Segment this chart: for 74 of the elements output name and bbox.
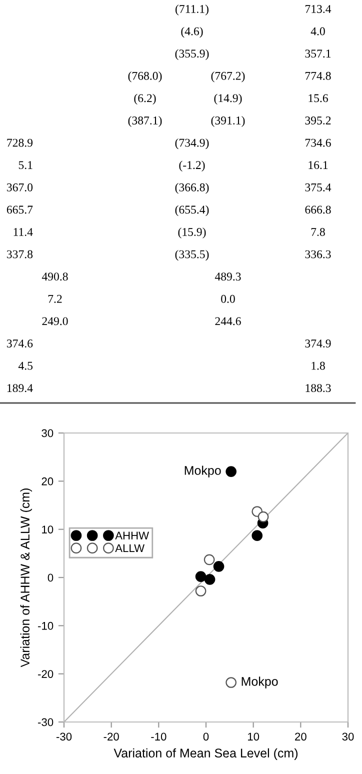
text: 489.3: [214, 272, 241, 281]
text: 5.1: [18, 161, 32, 170]
legend-label: AHHW: [115, 532, 150, 540]
annotation: Mokpo: [184, 466, 221, 478]
point: [226, 466, 236, 477]
x-tick-label: 20: [295, 732, 306, 741]
y-tick-label: 0: [48, 574, 54, 582]
text: 734.6: [305, 138, 331, 147]
text: 15.6: [308, 94, 328, 102]
x-tick-label: 30: [342, 732, 354, 741]
text: 375.4: [305, 183, 332, 192]
text: (711.1): [176, 4, 208, 16]
text: (14.9): [214, 94, 242, 105]
text: (387.1): [128, 116, 162, 127]
text: 4.5: [18, 362, 33, 370]
text: 337.8: [7, 250, 33, 258]
text: (335.5): [175, 250, 209, 261]
x-axis-title: Variation of Mean Sea Level (cm): [114, 748, 298, 760]
y-tick-label: -20: [38, 670, 54, 678]
point: [226, 677, 236, 688]
x-tick-label: 10: [248, 732, 260, 741]
text: 4.0: [310, 27, 325, 36]
text: (355.9): [175, 49, 209, 60]
text: (734.9): [175, 138, 209, 150]
text: (655.4): [175, 205, 209, 216]
point: [204, 554, 215, 566]
text: (6.2): [134, 94, 156, 105]
text: 0.0: [221, 294, 235, 303]
text: 728.9: [7, 138, 33, 147]
text: 244.6: [215, 317, 241, 326]
text: 774.8: [305, 72, 331, 80]
text: 374.6: [7, 340, 33, 348]
y-axis-title: Variation of AHHW & ALLW (cm): [20, 488, 32, 668]
text: 665.7: [6, 206, 33, 214]
text: 666.8: [305, 206, 331, 214]
y-tick-label: -10: [38, 622, 54, 630]
text: 395.2: [305, 116, 331, 125]
y-tick-label: 30: [42, 429, 54, 438]
point: [252, 530, 263, 542]
text: 189.4: [7, 384, 33, 392]
y-tick-label: 10: [42, 526, 54, 534]
text: 336.3: [305, 250, 331, 258]
text: (366.8): [175, 183, 209, 194]
text: 188.3: [306, 384, 331, 392]
y-tick-label: 20: [42, 477, 54, 486]
text: 490.8: [42, 272, 68, 281]
text: (15.9): [178, 228, 206, 238]
point: [195, 571, 206, 582]
text: 1.8: [312, 362, 325, 370]
text: (767.2): [211, 72, 245, 82]
text: 367.0: [7, 183, 33, 192]
text: 357.1: [305, 50, 331, 58]
text: (-1.2): [179, 160, 205, 172]
point: [204, 574, 216, 585]
text: 713.4: [305, 5, 332, 14]
x-tick-label: -30: [56, 732, 72, 741]
point: [258, 511, 269, 522]
point: [195, 586, 206, 596]
y-tick-label: -30: [38, 718, 54, 726]
point: [213, 561, 224, 572]
text: 249.0: [42, 317, 68, 326]
text: 16.1: [308, 161, 328, 170]
text: (4.6): [181, 26, 203, 38]
x-tick-label: -20: [104, 732, 119, 741]
annotation: Mokpo: [242, 676, 278, 688]
x-tick-label: -10: [151, 732, 166, 741]
text: 7.2: [48, 294, 62, 303]
text: (768.0): [128, 72, 162, 82]
text: 7.8: [311, 228, 325, 236]
text: 11.4: [14, 228, 33, 236]
legend-label: ALLW: [115, 544, 145, 552]
text: 374.9: [305, 340, 331, 348]
text: (391.1): [211, 116, 245, 127]
x-tick-label: 0: [203, 732, 209, 741]
